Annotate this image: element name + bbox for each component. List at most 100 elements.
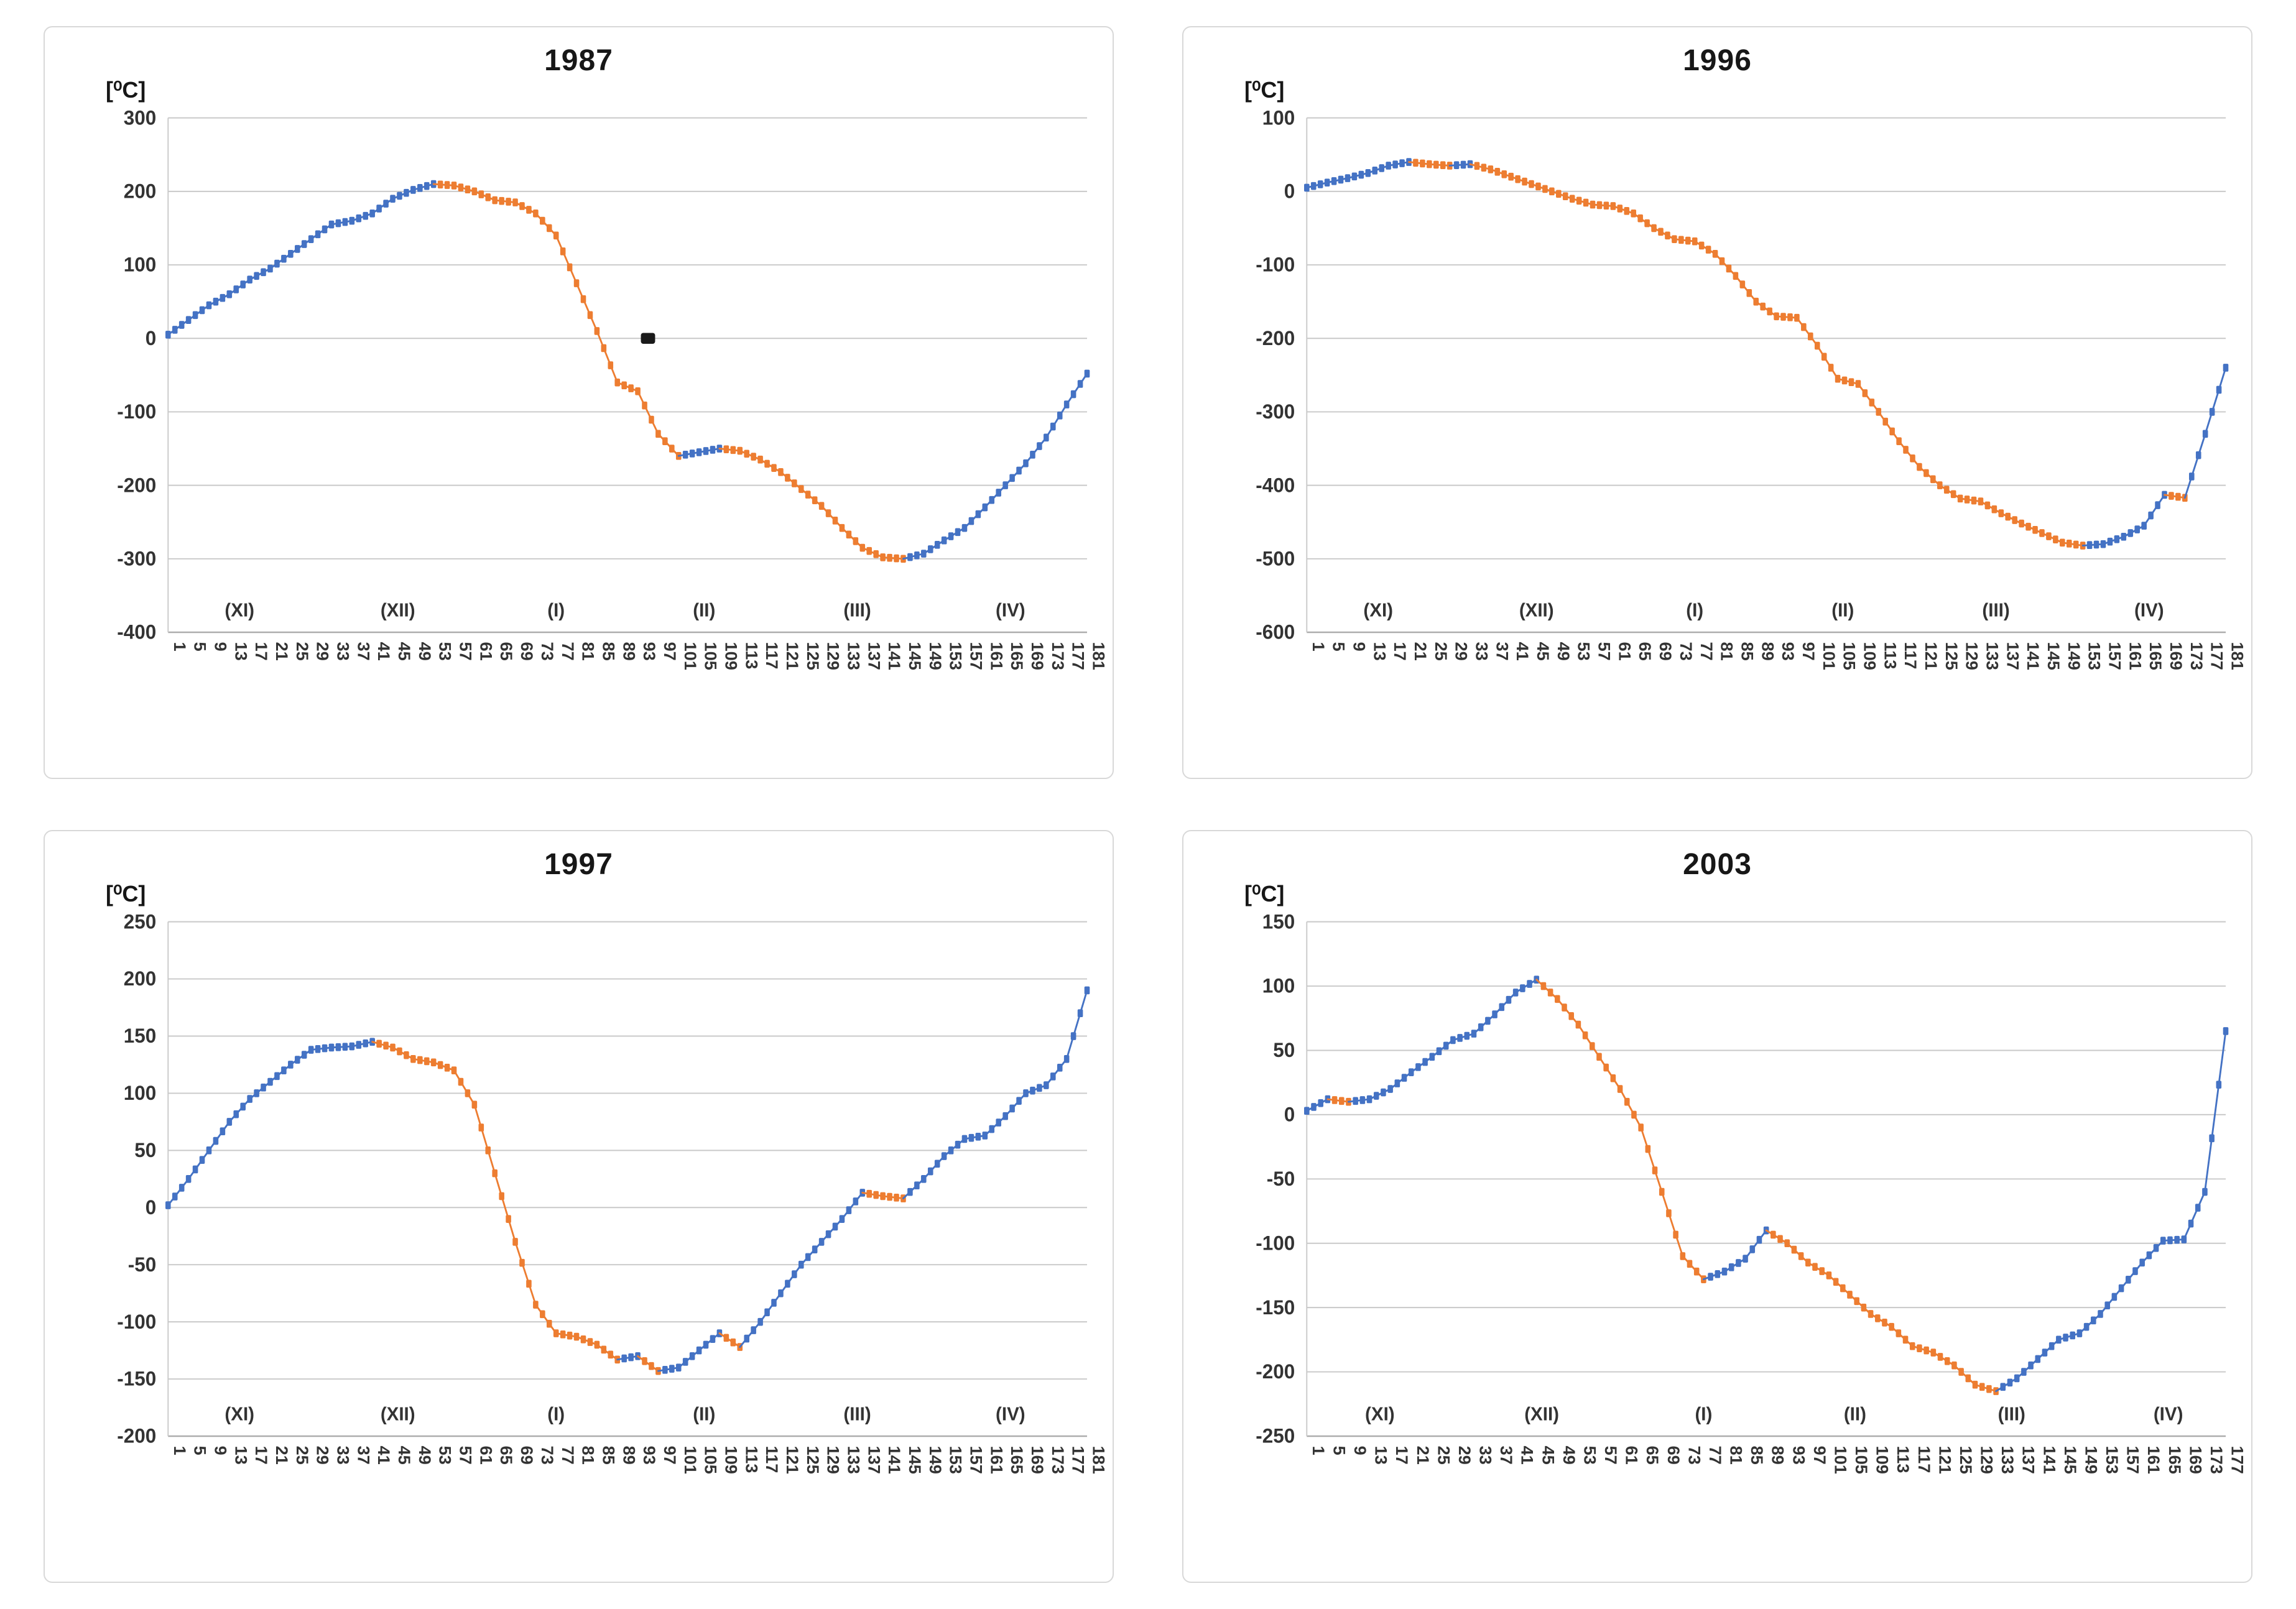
- series-marker: [2167, 1236, 2173, 1245]
- x-tick-label: 97: [660, 642, 679, 661]
- series-segment: [514, 1240, 537, 1306]
- x-tick-label: 37: [354, 1446, 373, 1465]
- series-segment: [1410, 1056, 1433, 1074]
- series-marker: [914, 1181, 920, 1190]
- series-segment: [1836, 377, 1859, 385]
- series-marker: [1372, 167, 1378, 175]
- series-marker: [478, 190, 484, 198]
- series-segment: [1723, 1258, 1746, 1273]
- series-segment: [963, 506, 986, 529]
- series-segment: [1571, 198, 1594, 206]
- series-segment: [2141, 1240, 2164, 1264]
- series-segment: [1765, 1229, 1789, 1245]
- x-tick-label: 21: [1411, 642, 1430, 661]
- x-tick-label: 61: [1615, 642, 1634, 661]
- series-marker: [383, 200, 389, 208]
- series-segment: [412, 183, 435, 191]
- series-segment: [596, 1344, 619, 1361]
- series-segment: [330, 219, 353, 226]
- series-segment: [718, 1332, 741, 1349]
- x-tick-label: 73: [1677, 642, 1695, 661]
- series-marker: [662, 437, 668, 445]
- x-tick-label: 5: [191, 1446, 210, 1455]
- series-segment: [922, 539, 945, 555]
- series-marker: [322, 1044, 328, 1053]
- series-marker: [1910, 454, 1915, 463]
- series-segment: [187, 1149, 210, 1180]
- series-marker: [376, 1040, 382, 1048]
- x-tick-label: 105: [701, 1446, 720, 1474]
- series-marker: [1828, 364, 1834, 372]
- x-tick-label: 161: [2144, 1446, 2163, 1474]
- y-tick-label: 0: [1284, 180, 1295, 202]
- series-segment: [2061, 542, 2084, 546]
- series-segment: [1795, 316, 1818, 347]
- series-marker: [1077, 1009, 1083, 1018]
- x-tick-label: 157: [967, 642, 986, 670]
- series-marker: [1338, 175, 1344, 184]
- series-marker: [2053, 535, 2058, 543]
- series-marker: [499, 196, 504, 205]
- x-tick-label: 29: [1455, 1446, 1474, 1465]
- x-tick-label: 85: [599, 642, 618, 661]
- series-segment: [1938, 484, 1961, 500]
- series-marker: [2195, 1204, 2201, 1212]
- series-marker: [199, 1156, 205, 1164]
- series-marker: [948, 532, 954, 540]
- series-segment: [841, 527, 864, 549]
- x-tick-label: 89: [1758, 642, 1777, 661]
- x-tick-label: 33: [334, 1446, 353, 1465]
- x-tick-label: 97: [1810, 1446, 1829, 1465]
- series-segment: [861, 1191, 884, 1197]
- x-tick-label: 165: [1007, 642, 1026, 670]
- series-marker: [2188, 1219, 2194, 1228]
- x-tick-label: 9: [211, 642, 230, 652]
- series-segment: [1744, 1229, 1767, 1260]
- series-marker: [1556, 190, 1562, 198]
- series-marker: [444, 181, 450, 189]
- series-segment: [249, 1081, 271, 1100]
- series-marker: [580, 295, 586, 303]
- x-tick-label: 1: [1309, 1446, 1328, 1455]
- series-marker: [682, 451, 688, 459]
- chart-panel-2003: 2003 [⁰C] 150 100 50 0 -50 -100 -150 -200 -250 1 5…: [1182, 830, 2252, 1583]
- series-marker: [1917, 1344, 1922, 1352]
- series-marker: [2032, 525, 2038, 534]
- month-label: (XI): [1363, 600, 1393, 620]
- series-marker: [2025, 522, 2031, 531]
- series-marker: [485, 193, 491, 201]
- series-marker: [1756, 1235, 1762, 1244]
- series-segment: [1510, 175, 1532, 185]
- series-marker: [1050, 1072, 1056, 1081]
- series-marker: [1394, 1079, 1400, 1087]
- x-tick-label: 69: [517, 642, 536, 661]
- series-segment: [432, 1061, 455, 1072]
- series-marker: [1841, 376, 1848, 385]
- series-marker: [1317, 180, 1323, 188]
- x-tick-label: 97: [660, 1446, 679, 1465]
- series-marker: [2209, 408, 2215, 416]
- x-tick-label: 137: [2019, 1446, 2038, 1474]
- x-tick-label: 149: [2065, 642, 2083, 670]
- x-tick-label: 65: [497, 642, 516, 661]
- series-marker: [1624, 207, 1630, 215]
- series-marker: [1862, 389, 1868, 397]
- series-marker: [968, 517, 974, 525]
- series-marker: [1582, 1031, 1588, 1040]
- x-tick-label: 105: [701, 642, 720, 670]
- series-segment: [412, 1058, 435, 1064]
- chart-canvas-2003: 150 100 50 0 -50 -100 -150 -200 -250 1 5 9 13 17 21 25 2…: [1256, 910, 2246, 1474]
- y-tick-label: -100: [117, 400, 156, 423]
- series-segment: [1489, 168, 1512, 178]
- series-marker: [1874, 1314, 1881, 1322]
- x-tick-label: 129: [1963, 642, 1981, 670]
- series-marker: [703, 1340, 709, 1349]
- x-tick-label: 37: [354, 642, 373, 661]
- x-tick-label: 81: [1718, 642, 1736, 661]
- y-tick-label: 150: [1262, 910, 1295, 933]
- series-marker: [342, 218, 348, 226]
- series-segment: [453, 1069, 476, 1106]
- series-segment: [943, 527, 966, 542]
- x-tick-label: 109: [722, 1446, 741, 1474]
- series-marker: [1739, 280, 1746, 288]
